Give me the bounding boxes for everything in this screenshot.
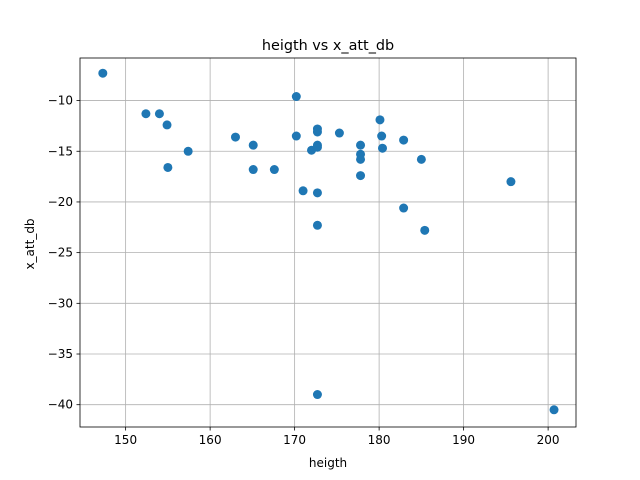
data-point	[549, 405, 559, 415]
data-point	[312, 142, 322, 152]
grid-lines	[80, 58, 576, 427]
data-point	[378, 143, 388, 153]
data-point	[230, 132, 240, 142]
data-points	[98, 68, 559, 415]
data-point	[356, 171, 366, 181]
chart-title: heigth vs x_att_db	[262, 38, 394, 54]
plot-area-frame	[79, 57, 577, 428]
data-point	[291, 92, 301, 102]
data-point	[356, 140, 366, 150]
data-point	[334, 128, 344, 138]
x-tick-label: 180	[368, 433, 391, 447]
data-point	[291, 131, 301, 141]
y-tick-label: −10	[48, 94, 73, 108]
data-point	[163, 162, 173, 172]
data-point	[420, 225, 430, 235]
data-point	[399, 135, 409, 145]
data-point	[98, 68, 108, 78]
y-tick-label: −40	[48, 398, 73, 412]
data-point	[141, 109, 151, 119]
data-point	[154, 109, 164, 119]
data-point	[269, 165, 279, 175]
x-tick-label: 160	[199, 433, 222, 447]
y-tick-label: −15	[48, 144, 73, 158]
data-point	[377, 131, 387, 141]
x-tick-label: 150	[114, 433, 137, 447]
x-tick-label: 190	[452, 433, 475, 447]
data-point	[312, 188, 322, 198]
data-point	[416, 154, 426, 164]
data-point	[506, 177, 516, 187]
data-point	[248, 140, 258, 150]
y-tick-label: −30	[48, 296, 73, 310]
y-tick-label: −25	[48, 246, 73, 260]
y-tick-label: −35	[48, 347, 73, 361]
x-axis-label: heigth	[309, 456, 347, 470]
x-tick-label: 170	[283, 433, 306, 447]
data-point	[312, 390, 322, 400]
data-point	[183, 146, 193, 156]
data-point	[399, 203, 409, 213]
x-axis-ticks: 150 160 170 180 190 200	[114, 427, 560, 447]
data-point	[312, 127, 322, 137]
data-point	[162, 120, 172, 130]
data-point	[356, 154, 366, 164]
data-point	[248, 165, 258, 175]
data-point	[298, 186, 308, 196]
y-axis-label: x_att_db	[23, 218, 37, 269]
y-tick-label: −20	[48, 195, 73, 209]
x-tick-label: 200	[537, 433, 560, 447]
data-point	[375, 115, 385, 125]
data-point	[312, 220, 322, 230]
y-axis-ticks: −40 −35 −30 −25 −20 −15 −10	[48, 94, 80, 412]
